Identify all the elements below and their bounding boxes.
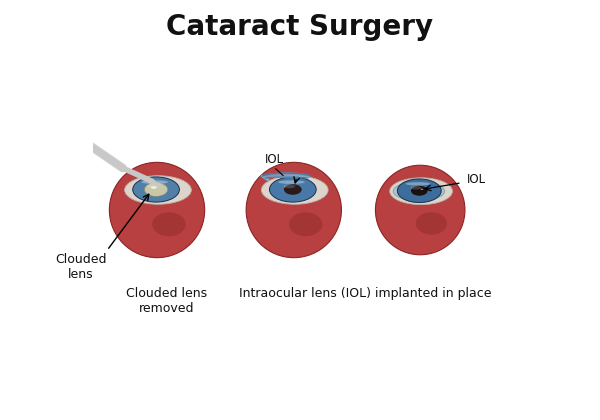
Ellipse shape: [141, 180, 168, 184]
Ellipse shape: [284, 184, 302, 195]
Ellipse shape: [421, 189, 423, 190]
Ellipse shape: [278, 180, 305, 184]
Ellipse shape: [147, 184, 158, 188]
Text: Clouded lens
removed: Clouded lens removed: [126, 287, 207, 315]
Ellipse shape: [152, 213, 185, 236]
Ellipse shape: [125, 176, 191, 204]
Ellipse shape: [151, 186, 157, 189]
Ellipse shape: [283, 184, 295, 188]
Ellipse shape: [390, 178, 452, 205]
Ellipse shape: [392, 185, 424, 203]
Ellipse shape: [127, 184, 160, 203]
Ellipse shape: [289, 213, 322, 236]
Ellipse shape: [397, 179, 441, 202]
Circle shape: [376, 165, 465, 255]
Polygon shape: [262, 173, 311, 178]
Ellipse shape: [410, 186, 421, 189]
Text: IOL: IOL: [265, 153, 284, 166]
Ellipse shape: [405, 184, 418, 186]
Circle shape: [109, 163, 205, 257]
Text: Clouded
lens: Clouded lens: [55, 253, 107, 281]
Ellipse shape: [393, 181, 445, 201]
Ellipse shape: [133, 177, 179, 202]
Ellipse shape: [269, 177, 316, 202]
Text: Intraocular lens (IOL) implanted in place: Intraocular lens (IOL) implanted in plac…: [239, 287, 491, 300]
Ellipse shape: [262, 176, 328, 204]
Text: IOL: IOL: [467, 173, 487, 186]
Ellipse shape: [406, 182, 430, 186]
Text: Cataract Surgery: Cataract Surgery: [166, 13, 434, 41]
Ellipse shape: [264, 184, 297, 203]
Ellipse shape: [416, 212, 447, 235]
Circle shape: [246, 163, 341, 257]
Ellipse shape: [145, 183, 168, 197]
Ellipse shape: [411, 186, 428, 196]
